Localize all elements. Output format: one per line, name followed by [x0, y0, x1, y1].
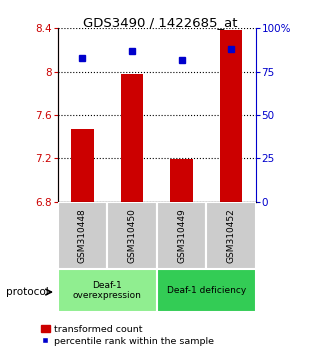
- Bar: [107, 202, 157, 269]
- Bar: [121, 74, 143, 202]
- Text: GDS3490 / 1422685_at: GDS3490 / 1422685_at: [83, 16, 237, 29]
- Bar: [171, 160, 193, 202]
- Text: GSM310452: GSM310452: [227, 208, 236, 263]
- Text: GSM310449: GSM310449: [177, 208, 186, 263]
- Bar: [71, 129, 93, 202]
- Bar: [58, 202, 107, 269]
- Bar: [157, 202, 206, 269]
- Text: GSM310448: GSM310448: [78, 208, 87, 263]
- Bar: [220, 30, 242, 202]
- Text: Deaf-1
overexpression: Deaf-1 overexpression: [73, 281, 142, 300]
- Bar: [58, 269, 157, 312]
- Bar: [157, 269, 256, 312]
- Text: GSM310450: GSM310450: [127, 208, 137, 263]
- Bar: [206, 202, 256, 269]
- Legend: transformed count, percentile rank within the sample: transformed count, percentile rank withi…: [37, 321, 218, 349]
- Text: protocol: protocol: [6, 287, 49, 297]
- Text: Deaf-1 deficiency: Deaf-1 deficiency: [167, 286, 246, 295]
